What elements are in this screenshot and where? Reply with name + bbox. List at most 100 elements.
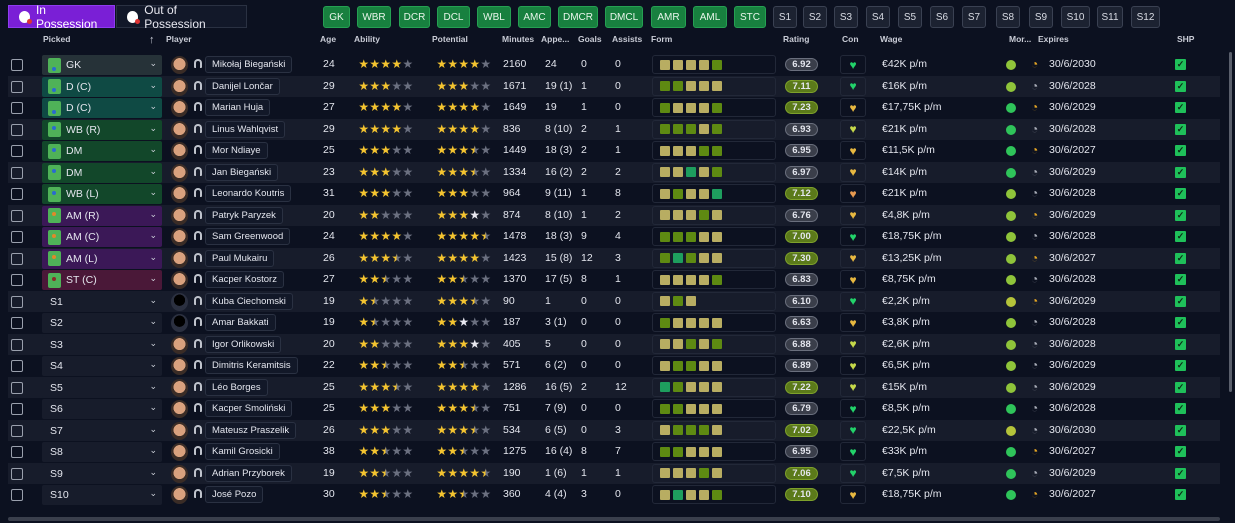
- position-slot-dropdown[interactable]: S6 ⌄: [42, 399, 162, 419]
- column-header-wage[interactable]: Wage: [880, 34, 903, 44]
- column-header-apps[interactable]: Appe...: [541, 34, 570, 44]
- position-slot-dropdown[interactable]: WB (L) ⌄: [42, 184, 162, 204]
- position-slot-dropdown[interactable]: S1 ⌄: [42, 291, 162, 312]
- player-name-link[interactable]: Adrian Przyborek: [205, 464, 292, 482]
- player-name-link[interactable]: Sam Greenwood: [205, 228, 291, 245]
- column-header-potential[interactable]: Potential: [432, 34, 468, 44]
- filter-s12[interactable]: S12: [1131, 6, 1160, 28]
- position-slot-dropdown[interactable]: S8 ⌄: [42, 442, 162, 462]
- picked-checkbox[interactable]: [11, 467, 23, 480]
- filter-s11[interactable]: S11: [1097, 6, 1123, 28]
- column-header-ability[interactable]: Ability: [354, 34, 380, 44]
- picked-checkbox[interactable]: [11, 424, 23, 437]
- filter-amc[interactable]: AMC: [518, 6, 551, 28]
- position-slot-dropdown[interactable]: D (C) ⌄: [42, 76, 162, 97]
- shp-checkbox[interactable]: ✓: [1175, 381, 1186, 393]
- position-slot-dropdown[interactable]: GK ⌄: [42, 55, 162, 75]
- filter-dmcl[interactable]: DMCL: [605, 6, 643, 28]
- filter-wbl[interactable]: WBL: [477, 6, 511, 28]
- picked-checkbox[interactable]: [11, 231, 23, 243]
- filter-s2[interactable]: S2: [803, 6, 827, 28]
- shp-checkbox[interactable]: ✓: [1175, 209, 1186, 221]
- picked-checkbox[interactable]: [11, 145, 23, 157]
- picked-checkbox[interactable]: [11, 80, 23, 93]
- position-slot-dropdown[interactable]: AM (R) ⌄: [42, 205, 162, 226]
- picked-checkbox[interactable]: [11, 403, 23, 415]
- player-name-link[interactable]: Kacper Kostorz: [205, 271, 284, 288]
- column-header-player[interactable]: Player: [166, 34, 192, 44]
- filter-dcl[interactable]: DCL: [437, 6, 470, 28]
- shp-checkbox[interactable]: ✓: [1175, 424, 1186, 436]
- position-slot-dropdown[interactable]: DM ⌄: [42, 141, 162, 161]
- shp-checkbox[interactable]: ✓: [1175, 102, 1186, 113]
- shp-checkbox[interactable]: ✓: [1175, 59, 1186, 70]
- shp-checkbox[interactable]: ✓: [1175, 467, 1186, 479]
- filter-s10[interactable]: S10: [1061, 6, 1090, 28]
- player-name-link[interactable]: Leonardo Koutris: [205, 185, 292, 202]
- column-header-minutes[interactable]: Minutes: [502, 34, 535, 44]
- shp-checkbox[interactable]: ✓: [1175, 360, 1186, 371]
- filter-s7[interactable]: S7: [962, 6, 986, 28]
- tab-out-of-possession[interactable]: Out of Possession: [116, 3, 247, 31]
- player-name-link[interactable]: Marian Huja: [205, 99, 271, 116]
- picked-checkbox[interactable]: [11, 252, 23, 265]
- picked-checkbox[interactable]: [11, 102, 23, 114]
- player-name-link[interactable]: Igor Orlikowski: [205, 335, 282, 353]
- player-name-link[interactable]: Kacper Smoliński: [205, 400, 293, 417]
- filter-wbr[interactable]: WBR: [357, 6, 391, 28]
- tab-in-possession[interactable]: In Possession: [8, 3, 115, 31]
- column-header-age[interactable]: Age: [320, 34, 337, 44]
- player-name-link[interactable]: Mor Ndiaye: [205, 142, 268, 159]
- filter-s8[interactable]: S8: [996, 6, 1020, 28]
- player-name-link[interactable]: Léo Borges: [205, 378, 268, 396]
- vertical-scrollbar[interactable]: [1229, 52, 1232, 392]
- filter-aml[interactable]: AML: [693, 6, 727, 28]
- player-name-link[interactable]: Dimitris Keramitsis: [205, 357, 298, 374]
- player-name-link[interactable]: José Pozo: [205, 486, 264, 503]
- filter-gk[interactable]: GK: [323, 6, 350, 28]
- column-header-assists[interactable]: Assists: [612, 34, 643, 44]
- shp-checkbox[interactable]: ✓: [1175, 489, 1186, 500]
- player-name-link[interactable]: Jan Biegański: [205, 163, 279, 181]
- player-name-link[interactable]: Danijel Lončar: [205, 77, 280, 95]
- column-header-expires[interactable]: Expires: [1038, 34, 1069, 44]
- picked-checkbox[interactable]: [11, 188, 23, 200]
- position-slot-dropdown[interactable]: S10 ⌄: [42, 485, 162, 505]
- column-header-con[interactable]: Con: [842, 34, 859, 44]
- filter-amr[interactable]: AMR: [651, 6, 686, 28]
- filter-s4[interactable]: S4: [866, 6, 890, 28]
- player-name-link[interactable]: Mateusz Praszelik: [205, 421, 297, 439]
- picked-checkbox[interactable]: [11, 446, 23, 458]
- picked-checkbox[interactable]: [11, 209, 23, 222]
- picked-checkbox[interactable]: [11, 295, 23, 308]
- position-slot-dropdown[interactable]: S2 ⌄: [42, 313, 162, 333]
- position-slot-dropdown[interactable]: S7 ⌄: [42, 420, 162, 441]
- shp-checkbox[interactable]: ✓: [1175, 231, 1186, 242]
- shp-checkbox[interactable]: ✓: [1175, 123, 1186, 135]
- filter-s6[interactable]: S6: [930, 6, 954, 28]
- shp-checkbox[interactable]: ✓: [1175, 274, 1186, 285]
- player-name-link[interactable]: Paul Mukairu: [205, 249, 275, 267]
- shp-checkbox[interactable]: ✓: [1175, 166, 1186, 178]
- column-header-picked[interactable]: Picked: [43, 34, 71, 44]
- column-header-form[interactable]: Form: [651, 34, 673, 44]
- sort-arrow-up-icon[interactable]: ↑: [149, 34, 155, 46]
- picked-checkbox[interactable]: [11, 166, 23, 179]
- filter-s9[interactable]: S9: [1029, 6, 1053, 28]
- position-slot-dropdown[interactable]: S3 ⌄: [42, 334, 162, 355]
- column-header-rating[interactable]: Rating: [783, 34, 810, 44]
- player-name-link[interactable]: Mikołaj Biegański: [205, 56, 293, 73]
- picked-checkbox[interactable]: [11, 338, 23, 351]
- position-slot-dropdown[interactable]: S5 ⌄: [42, 377, 162, 398]
- shp-checkbox[interactable]: ✓: [1175, 252, 1186, 264]
- horizontal-scrollbar[interactable]: [8, 517, 1220, 521]
- picked-checkbox[interactable]: [11, 123, 23, 136]
- position-slot-dropdown[interactable]: D (C) ⌄: [42, 98, 162, 118]
- filter-dcr[interactable]: DCR: [399, 6, 430, 28]
- column-header-morale[interactable]: Mor...: [1009, 34, 1032, 44]
- position-slot-dropdown[interactable]: AM (C) ⌄: [42, 227, 162, 247]
- filter-stc[interactable]: STC: [734, 6, 766, 28]
- player-name-link[interactable]: Amar Bakkati: [205, 314, 276, 331]
- picked-checkbox[interactable]: [11, 489, 23, 501]
- picked-checkbox[interactable]: [11, 317, 23, 329]
